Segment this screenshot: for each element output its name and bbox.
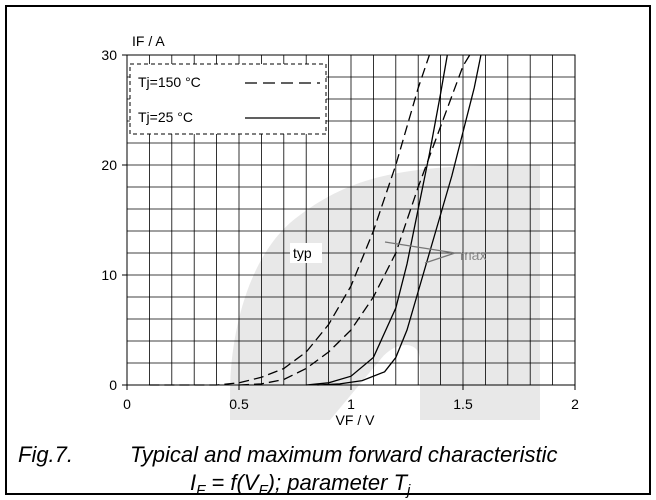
annotation: typ [293,245,312,261]
legend-label: Tj=25 °C [138,109,193,125]
x-tick-label: 0 [123,396,131,412]
caption-formula: IF = f(VF); parameter Tj [190,470,411,499]
caption-number: Fig.7. [18,442,73,467]
y-tick-label: 30 [101,47,117,63]
annotation-arrow [384,241,456,254]
x-tick-label: 0.5 [229,396,249,412]
annotation: max [460,247,486,263]
annotation-bg [290,243,322,263]
formula-part: ); parameter T [265,470,409,495]
formula-sub: F [258,482,268,499]
series-line [317,54,482,386]
y-tick-label: 10 [101,267,117,283]
formula-part: = f(V [205,470,261,495]
caption-title: Typical and maximum forward characterist… [130,442,558,467]
annotation-arrow [424,252,456,264]
legend-box [129,63,327,135]
y-tick-label: 0 [109,377,117,393]
formula-sub: j [405,482,411,499]
y-axis-label: IF / A [132,33,165,49]
series-line [238,54,471,386]
formula-sub: F [196,482,206,499]
watermark [230,165,540,420]
x-tick-label: 1.5 [453,396,473,412]
y-tick-label: 20 [101,157,117,173]
x-axis-label: VF / V [336,412,376,428]
legend-label: Tj=150 °C [138,74,201,90]
x-tick-label: 1 [347,396,355,412]
series-line [149,54,431,386]
series-line [306,54,448,386]
formula-part: I [190,470,196,495]
x-tick-label: 2 [571,396,579,412]
